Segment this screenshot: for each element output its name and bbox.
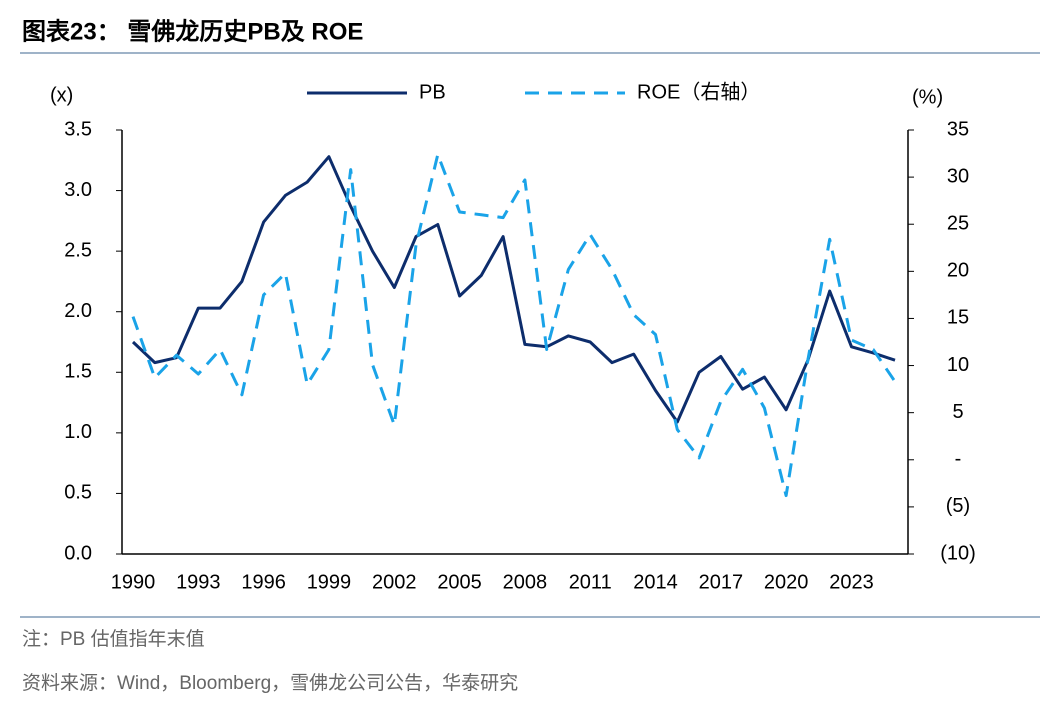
y2-tick-label: 35 — [947, 118, 969, 140]
legend-label: PB — [419, 81, 446, 103]
x-tick-label: 2002 — [372, 571, 417, 593]
series-line — [131, 153, 897, 498]
y-tick-label: 1.0 — [64, 421, 92, 443]
x-tick-label: 1996 — [241, 571, 286, 593]
x-tick-label: 2014 — [633, 571, 678, 593]
y-tick-label: 0.0 — [64, 542, 92, 564]
y2-tick-label: 10 — [947, 354, 969, 376]
x-tick-label: 1993 — [176, 571, 221, 593]
note: 注：PB 估值指年末值 — [22, 628, 205, 650]
y-tick-label: 2.0 — [64, 300, 92, 322]
source: 资料来源：Wind，Bloomberg，雪佛龙公司公告，华泰研究 — [22, 672, 518, 694]
x-tick-label: 2023 — [829, 571, 874, 593]
x-tick-label: 1990 — [111, 571, 156, 593]
y2-axis-label: (%) — [912, 86, 943, 108]
x-tick-label: 1999 — [307, 571, 352, 593]
x-tick-label: 2005 — [437, 571, 482, 593]
y-axis-label: (x) — [50, 84, 73, 106]
x-tick-label: 2008 — [503, 571, 548, 593]
y-tick-label: 1.5 — [64, 361, 92, 383]
y2-tick-label: 30 — [947, 165, 969, 187]
series-line — [131, 155, 896, 424]
y2-tick-label: 5 — [952, 401, 963, 423]
y-tick-label: 3.5 — [64, 118, 92, 140]
y-tick-label: 0.5 — [64, 482, 92, 504]
x-tick-label: 2020 — [764, 571, 809, 593]
y-tick-label: 2.5 — [64, 239, 92, 261]
y-tick-label: 3.0 — [64, 179, 92, 201]
y2-tick-label: (5) — [946, 495, 970, 517]
legend-label: ROE（右轴） — [637, 80, 760, 103]
x-tick-label: 2017 — [699, 571, 744, 593]
y2-tick-label: - — [955, 448, 962, 470]
y2-tick-label: 15 — [947, 307, 969, 329]
y2-tick-label: 20 — [947, 260, 969, 282]
y2-tick-label: (10) — [940, 542, 976, 564]
chart-title: 图表23： 雪佛龙历史PB及 ROE — [22, 18, 363, 45]
x-tick-label: 2011 — [569, 571, 612, 593]
y2-tick-label: 25 — [947, 213, 969, 235]
